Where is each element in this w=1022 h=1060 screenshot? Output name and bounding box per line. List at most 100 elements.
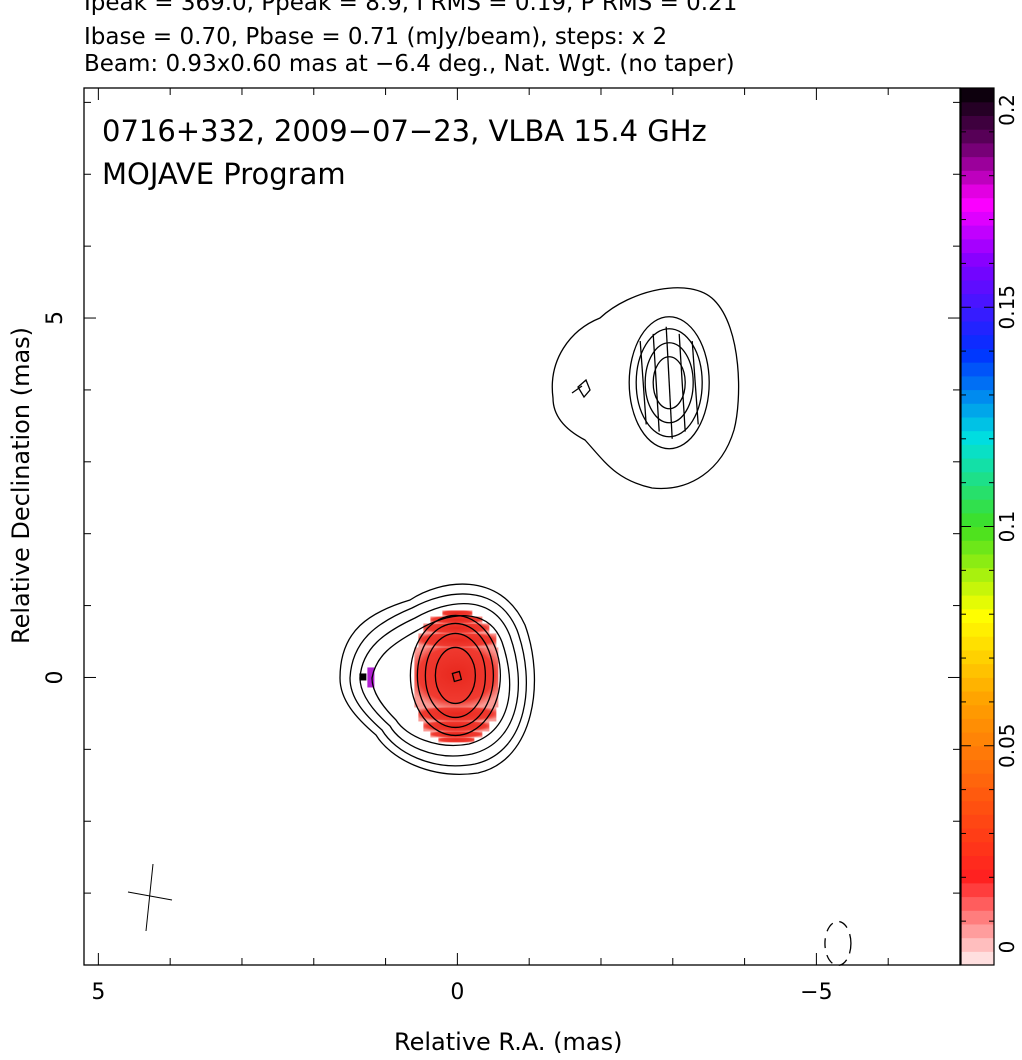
colorbar-step bbox=[961, 855, 994, 870]
colorbar-step bbox=[961, 485, 994, 500]
colorbar-step bbox=[961, 389, 994, 404]
contour-peak bbox=[451, 670, 463, 683]
polarization-block bbox=[423, 623, 490, 634]
colorbar-step bbox=[961, 238, 994, 254]
colorbar-step bbox=[961, 882, 994, 898]
colorbar-step bbox=[961, 348, 994, 363]
colorbar-step bbox=[961, 293, 994, 308]
colorbar-step bbox=[961, 649, 994, 665]
y-tick-label: 5 bbox=[43, 311, 68, 325]
colorbar-step bbox=[961, 608, 994, 624]
chart-subtitle: MOJAVE Program bbox=[102, 157, 346, 191]
contour-line bbox=[551, 287, 740, 490]
colorbar-step bbox=[961, 841, 994, 856]
colorbar-step bbox=[961, 88, 994, 103]
colorbar-tick-label: 0.1 bbox=[995, 511, 1019, 543]
plot-frame bbox=[83, 87, 961, 966]
colorbar-step bbox=[961, 732, 994, 747]
colorbar-step bbox=[961, 814, 994, 829]
polarization-block bbox=[430, 616, 483, 624]
colorbar-step bbox=[961, 937, 994, 952]
y-tick-label: 0 bbox=[43, 670, 68, 684]
contour-line bbox=[371, 615, 511, 746]
colorbar-step bbox=[961, 595, 994, 610]
colorbar-step bbox=[961, 252, 994, 267]
core-contours bbox=[339, 583, 536, 775]
contour-line bbox=[416, 622, 495, 729]
colorbar-step bbox=[961, 225, 994, 240]
contour-line bbox=[635, 328, 703, 438]
beam-cross-line bbox=[127, 891, 173, 901]
colorbar-step bbox=[961, 512, 994, 528]
polarization-vector bbox=[665, 326, 673, 439]
colorbar-step bbox=[961, 910, 994, 925]
polarization-vector bbox=[571, 385, 583, 394]
colorbar-step bbox=[961, 142, 994, 158]
beam-ellipse bbox=[824, 920, 852, 967]
colorbar-step bbox=[961, 786, 994, 802]
colorbar-step bbox=[961, 759, 994, 774]
colorbar-step bbox=[961, 567, 994, 582]
colorbar-tick-label: 0 bbox=[995, 941, 1019, 954]
contour-line bbox=[628, 316, 710, 450]
contour-line bbox=[349, 593, 527, 767]
colorbar-step bbox=[961, 827, 994, 843]
contour-line bbox=[652, 356, 686, 410]
polarization-vector bbox=[691, 340, 699, 425]
colorbar-step bbox=[961, 663, 994, 678]
header-base-line: Ibase = 0.70, Pbase = 0.71 (mJy/beam), s… bbox=[84, 24, 668, 50]
x-tick-label: 5 bbox=[91, 980, 105, 1005]
polarization-block bbox=[438, 737, 475, 743]
colorbar-tick-label: 0.05 bbox=[995, 723, 1019, 768]
contour-line bbox=[424, 632, 487, 719]
colorbar-step bbox=[961, 553, 994, 569]
colorbar-step bbox=[961, 403, 994, 418]
jet-knot-contours bbox=[551, 287, 740, 490]
polarization-fill bbox=[414, 610, 499, 743]
header-beam-line: Beam: 0.93x0.60 mas at −6.4 deg., Nat. W… bbox=[84, 51, 735, 77]
polarization-block bbox=[442, 610, 473, 617]
colorbar-step bbox=[961, 690, 994, 706]
colorbar-step bbox=[961, 800, 994, 815]
colorbar-step bbox=[961, 334, 994, 349]
colorbar-step bbox=[961, 896, 994, 911]
colorbar-step bbox=[961, 869, 994, 884]
colorbar-step bbox=[961, 307, 994, 322]
colorbar-step bbox=[961, 156, 994, 171]
colorbar-step bbox=[961, 540, 994, 555]
colorbar: 0 0.05 0.1 0.15 0.2 bbox=[960, 87, 1019, 966]
colorbar-step bbox=[961, 622, 994, 637]
colorbar-step bbox=[961, 279, 994, 295]
header-stats-line: Ipeak = 369.0, Ppeak = 8.9, I RMS = 0.19… bbox=[84, 0, 738, 16]
colorbar-step bbox=[961, 581, 994, 596]
colorbar-step bbox=[961, 773, 994, 788]
colorbar-step bbox=[961, 526, 994, 541]
colorbar-step bbox=[961, 211, 994, 226]
colorbar-step bbox=[961, 170, 994, 185]
contour-line bbox=[339, 583, 536, 775]
polarization-feature bbox=[359, 673, 367, 681]
colorbar-step bbox=[961, 115, 994, 130]
contour-line bbox=[359, 603, 520, 757]
colorbar-step bbox=[961, 677, 994, 692]
colorbar-step bbox=[961, 457, 994, 473]
colorbar-tick-label: 0.2 bbox=[995, 94, 1019, 126]
contour-line bbox=[577, 378, 591, 399]
beam-cross-line bbox=[145, 863, 154, 932]
colorbar-step bbox=[961, 471, 994, 486]
colorbar-step bbox=[961, 430, 994, 445]
polarization-vector bbox=[678, 333, 686, 432]
colorbar-step bbox=[961, 745, 994, 761]
polarization-block bbox=[423, 721, 490, 732]
polarization-block bbox=[418, 633, 497, 648]
contour-line bbox=[644, 342, 694, 424]
colorbar-step bbox=[961, 183, 994, 199]
colorbar-step bbox=[961, 197, 994, 212]
colorbar-step bbox=[961, 923, 994, 939]
colorbar-step bbox=[961, 416, 994, 432]
colorbar-step bbox=[961, 375, 994, 391]
colorbar-step bbox=[961, 444, 994, 459]
colorbar-step bbox=[961, 499, 994, 514]
colorbar-step bbox=[961, 129, 994, 144]
